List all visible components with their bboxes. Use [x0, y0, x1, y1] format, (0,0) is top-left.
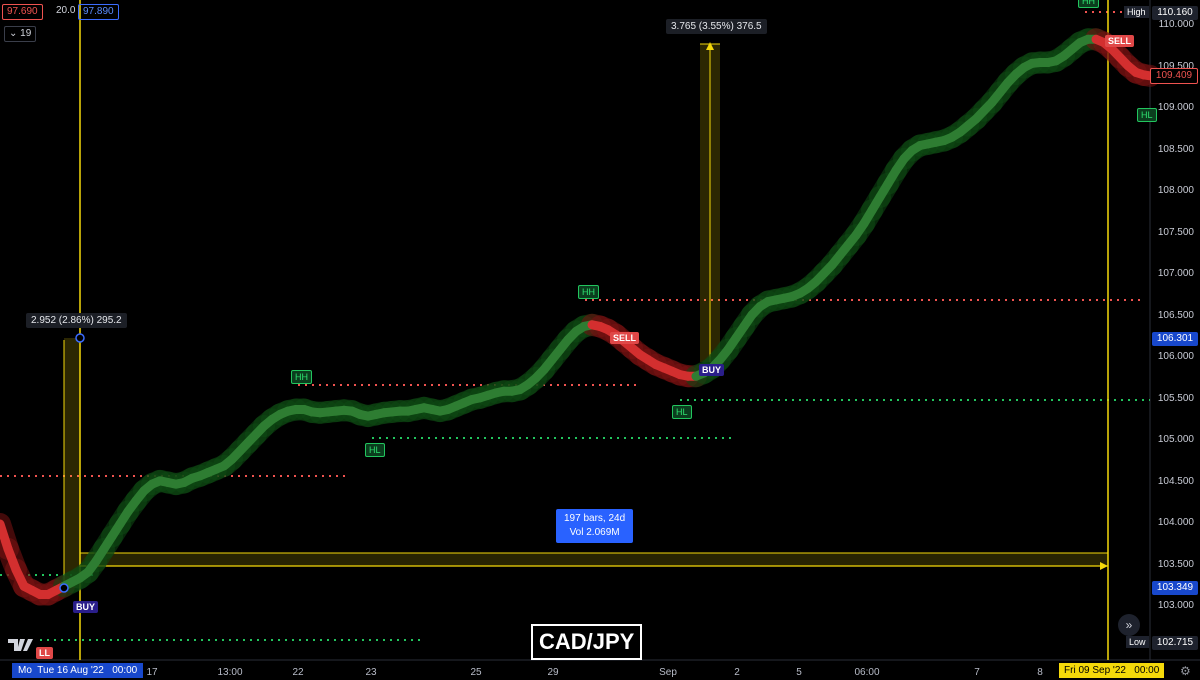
interval-toggle[interactable]: ⌄ 19: [4, 26, 37, 42]
time-tick: 5: [796, 667, 802, 678]
buy-signal-2: BUY: [699, 364, 725, 376]
time-tick: 25: [470, 667, 482, 678]
settings-gear-icon[interactable]: ⚙: [1180, 664, 1191, 678]
sell-signal-2: SELL: [1105, 35, 1135, 47]
scroll-to-latest-button[interactable]: »: [1118, 614, 1140, 636]
measure-arrow-2-head: [706, 42, 714, 50]
high-value: 110.160: [1152, 6, 1198, 20]
measure-label-1: 2.952 (2.86%) 295.2: [26, 313, 127, 328]
header-blue-value: 97.890: [78, 4, 119, 20]
crosshair-price-label: 106.301: [1152, 332, 1198, 346]
price-tick: 109.500: [1157, 60, 1194, 72]
low-value: 102.715: [1152, 636, 1198, 650]
ll-marker: LL: [36, 647, 53, 659]
price-tick: 105.000: [1157, 434, 1194, 445]
date-range-arrow: [1100, 562, 1108, 570]
low-label: Low: [1126, 636, 1149, 648]
hh-marker-1: HH: [291, 370, 312, 384]
price-tick: 108.500: [1157, 143, 1194, 155]
time-tick: 7: [974, 667, 980, 678]
buy-signal-1: BUY: [73, 601, 99, 613]
high-label: High: [1124, 6, 1149, 18]
time-tick: 29: [547, 667, 559, 678]
price-tick: 109.000: [1157, 102, 1194, 113]
measure-label-2: 3.765 (3.55%) 376.5: [666, 19, 767, 34]
time-tick: 06:00: [854, 667, 880, 678]
series-segment: [1139, 70, 1155, 81]
price-tick: 104.000: [1157, 517, 1194, 528]
hl-marker-3: HL: [1137, 108, 1157, 122]
range-bars: 197 bars, 24d: [564, 513, 626, 524]
time-tick: 17: [146, 667, 158, 678]
time-tick: Sep: [659, 667, 677, 678]
time-tick: 13:00: [217, 667, 243, 678]
price-tick: 106.500: [1157, 309, 1194, 321]
sell-signal-1: SELL: [610, 332, 640, 344]
current-price-label: 109.409: [1150, 68, 1198, 84]
price-tick: 104.500: [1157, 475, 1194, 487]
time-tick: 23: [365, 667, 377, 678]
price-tick: 103.500: [1157, 558, 1194, 570]
double-chevron-right-icon: »: [1125, 618, 1133, 632]
hl-marker-2: HL: [672, 405, 692, 419]
price-tick: 107.000: [1157, 268, 1194, 279]
chevron-down-icon: ⌄: [9, 28, 21, 39]
date-range-band: [80, 553, 1108, 566]
hl-marker-1: HL: [365, 443, 385, 457]
measure-anchor-top[interactable]: [75, 333, 85, 343]
price-axis[interactable]: 110.000 109.500 109.000 108.500 108.000 107.5…: [1150, 0, 1200, 660]
time-end-label: Fri 09 Sep '22 00:00: [1059, 663, 1165, 678]
header-mid-value: 20.0: [56, 5, 76, 16]
tradingview-logo: [8, 638, 36, 652]
price-tick: 106.000: [1157, 351, 1194, 362]
time-tick: 2: [734, 667, 740, 678]
price-tick: 105.500: [1157, 392, 1194, 404]
header-red-value: 97.690: [2, 4, 43, 20]
hh-marker-2: HH: [578, 285, 599, 299]
time-tick: 22: [292, 667, 304, 678]
price-tick: 107.500: [1157, 226, 1194, 238]
range-volume: Vol 2.069M: [569, 527, 620, 538]
interval-value: 19: [20, 28, 32, 39]
entry-price-label: 103.349: [1152, 581, 1198, 595]
symbol-watermark: CAD/JPY: [531, 624, 643, 660]
measure-band-1: [64, 338, 80, 588]
range-info-box: 197 bars, 24d Vol 2.069M: [556, 509, 634, 543]
time-tick: 8: [1037, 667, 1043, 678]
price-tick: 108.000: [1157, 185, 1194, 196]
price-tick: 103.000: [1157, 600, 1194, 611]
hh-marker-3: HH: [1078, 0, 1099, 8]
price-tick: 110.000: [1158, 19, 1194, 30]
time-start-label: Mo Tue 16 Aug '22 00:00: [12, 663, 144, 678]
measure-anchor-bottom[interactable]: [59, 583, 69, 593]
